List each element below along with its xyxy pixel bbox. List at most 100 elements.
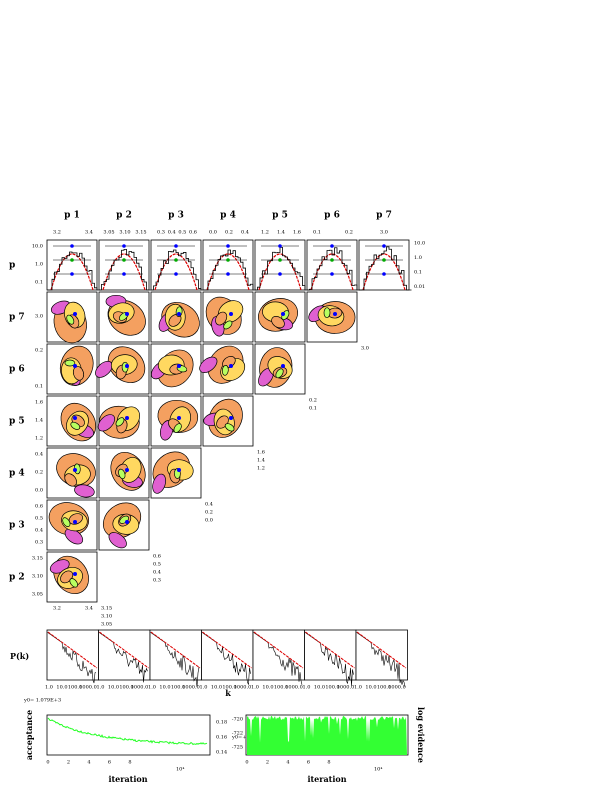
pk-tick: 10.0 (108, 685, 119, 691)
acceptance-ytick: 0.16 (216, 735, 227, 741)
column-tick: 3.0 (380, 230, 388, 236)
column-tick: 0.6 (189, 230, 197, 236)
best-fit (125, 416, 129, 420)
best-fit (73, 520, 77, 524)
best-fit (177, 416, 181, 420)
row-label: p 3 (9, 521, 25, 531)
level-dot (278, 258, 282, 262)
column-label: p 3 (168, 211, 184, 221)
row-tick-repeat: 0.0 (205, 518, 213, 524)
pk-tick: 10.0 (159, 685, 170, 691)
level-dot (226, 258, 230, 262)
pk-tick: 1000.0 (182, 685, 200, 691)
pk-model (356, 631, 407, 669)
column-label: p 4 (220, 211, 236, 221)
row-tick-repeat: 0.6 (153, 554, 161, 560)
row-tick: 0.1 (35, 280, 43, 286)
row-tick-repeat: 1.4 (257, 458, 265, 464)
histogram (99, 248, 152, 291)
fit-curve (362, 253, 406, 291)
column-tick: 0.4 (241, 230, 249, 236)
row-tick-repeat: 0.2 (205, 510, 213, 516)
column-label: p 2 (116, 211, 132, 221)
evidence-ytick: -722 (232, 731, 243, 737)
pk-tick: 1000.0 (79, 685, 97, 691)
histogram (151, 249, 204, 291)
fit-curve (154, 253, 198, 291)
best-fit (177, 468, 181, 472)
row-label: p 2 (9, 573, 25, 583)
best-fit (125, 364, 129, 368)
column-tick: 1.2 (261, 230, 269, 236)
column-tick: 3.4 (85, 230, 93, 236)
level-dot (122, 258, 126, 262)
row-tick: 3.05 (32, 592, 43, 598)
pk-tick: 100.0 (119, 685, 133, 691)
contour (173, 423, 182, 433)
best-fit (229, 364, 233, 368)
contour (74, 484, 95, 498)
column-tick: 0.2 (225, 230, 233, 236)
column-tick: 0.2 (345, 230, 353, 236)
pk-tick: 100.0 (325, 685, 339, 691)
column-tick: 1.4 (277, 230, 285, 236)
column-tick: 3.05 (103, 230, 114, 236)
best-fit (281, 364, 285, 368)
row-tick: 3.10 (32, 574, 43, 580)
pk-tick: 1000.0 (337, 685, 355, 691)
level-dot (122, 272, 126, 276)
evidence-note: y0=+7 (231, 735, 250, 741)
level-dot (70, 272, 74, 276)
pk-tick: 1000.0 (388, 685, 406, 691)
acceptance-xtick: 8 (128, 760, 131, 766)
row-tick-repeat: 3.10 (101, 614, 112, 620)
pk-tick: 10.0 (262, 685, 273, 691)
pk-tick: 1.0 (45, 685, 53, 691)
evidence-scale: 10⁴ (374, 767, 382, 773)
row-tick-repeat: 3.0 (361, 346, 369, 352)
best-fit (177, 364, 181, 368)
panel-frame (202, 239, 254, 291)
level-dot (278, 244, 282, 248)
pk-model (253, 631, 304, 669)
row-tick: 0.6 (35, 504, 43, 510)
level-dot (382, 244, 386, 248)
contour (115, 417, 125, 427)
best-fit (177, 312, 181, 316)
evidence-xtick: 0 (245, 760, 248, 766)
column-label: p 6 (324, 211, 340, 221)
level-dot (278, 272, 282, 276)
panel-frame (98, 239, 150, 291)
row-tick: 10.0 (32, 244, 43, 250)
row-tick-repeat: 0.3 (153, 578, 161, 584)
pk-tick: 100.0 (222, 685, 236, 691)
pk-xlabel: k (225, 688, 231, 698)
right-tick: 10.0 (414, 241, 425, 247)
evidence-xtick: 4 (286, 760, 289, 766)
evidence-ylabel: log evidence (416, 707, 426, 763)
row-tick: 1.6 (35, 400, 43, 406)
acceptance-ytick: 0.18 (216, 720, 227, 726)
pk-tick: 10.0 (365, 685, 376, 691)
contour (95, 360, 113, 378)
row-tick: 0.2 (35, 348, 43, 354)
best-fit (73, 416, 77, 420)
level-dot (226, 244, 230, 248)
level-dot (330, 272, 334, 276)
acceptance-frame (46, 714, 211, 756)
contour (323, 307, 331, 319)
pk-tick: 1.0 (200, 685, 208, 691)
pk-tick: 100.0 (274, 685, 288, 691)
fit-curve (50, 253, 94, 291)
contour (223, 320, 233, 330)
contour (69, 578, 78, 588)
level-dot (174, 244, 178, 248)
row-tick-repeat: 3.05 (101, 622, 112, 628)
contour (64, 359, 76, 367)
contour (64, 473, 77, 487)
best-fit (73, 572, 77, 576)
row-tick: 0.3 (35, 540, 43, 546)
fit-curve (310, 253, 354, 291)
row-tick-repeat: 0.5 (153, 562, 161, 568)
fit-curve (258, 253, 302, 291)
